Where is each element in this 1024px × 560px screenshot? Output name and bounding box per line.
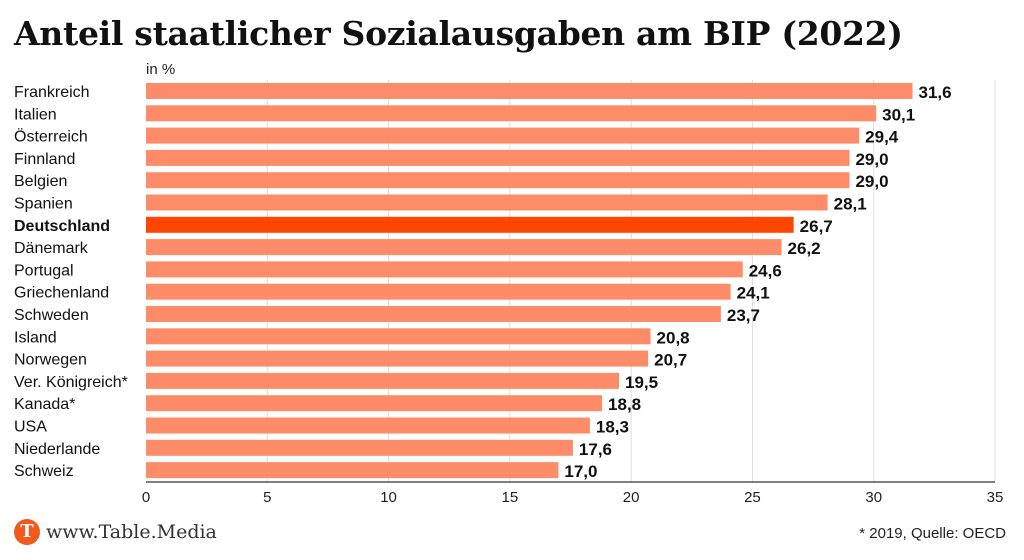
category-label: Portugal [14,262,74,279]
x-tick-label: 25 [744,489,761,506]
x-tick-label: 5 [263,489,271,506]
category-label: Schweden [14,307,89,324]
bar [146,261,743,278]
bar [146,306,721,322]
data-label: 19,5 [625,373,658,392]
category-label: Island [14,329,57,346]
bar [146,83,913,99]
x-tick-label: 10 [380,489,397,506]
data-label: 31,6 [919,83,952,102]
data-label: 20,7 [654,351,687,370]
bar [146,194,828,211]
category-label: Dänemark [14,240,89,257]
data-label: 18,8 [608,395,641,414]
bar [146,172,850,189]
category-label: Niederlande [14,441,100,458]
x-tick-label: 15 [502,489,519,506]
category-label: Griechenland [14,285,109,302]
data-label: 29,0 [855,150,888,169]
data-label: 30,1 [882,105,915,124]
unit-label: in % [146,61,176,78]
x-tick-label: 20 [623,489,640,506]
bar [146,350,649,367]
bar [146,149,850,166]
category-label: USA [14,419,47,436]
bar [146,127,860,144]
bar [146,395,603,412]
category-label: Kanada* [14,396,75,413]
x-tick-label: 35 [987,489,1004,506]
data-label: 18,3 [596,418,629,437]
data-label: 24,1 [737,284,770,303]
bar [146,283,731,300]
data-label: 26,7 [800,217,833,236]
category-label: Ver. Königreich* [14,374,128,391]
data-label: 17,0 [564,462,597,481]
chart-title: Anteil staatlicher Sozialausgaben am BIP… [14,14,903,53]
category-label: Frankreich [14,84,90,101]
x-tick-label: 30 [865,489,882,506]
category-label: Spanien [14,196,73,213]
bar [146,439,573,456]
bar [146,328,651,345]
data-label: 28,1 [834,195,867,214]
data-label: 26,2 [788,239,821,258]
bar [146,417,590,434]
bar-chart: Frankreich 31,6 Italien 30,1 Österreich 29,4 F… [14,80,1004,506]
logo-text: www.Table.Media [46,521,217,543]
category-label: Italien [14,106,57,123]
category-label: Finnland [14,151,75,168]
data-label: 17,6 [579,440,612,459]
source-footnote: * 2019, Quelle: OECD [859,525,1006,542]
data-label: 29,4 [865,128,899,147]
bar [146,216,794,233]
data-label: 24,6 [749,261,782,280]
category-label: Deutschland [14,218,110,235]
category-label: Österreich [14,128,88,146]
category-label: Norwegen [14,352,87,369]
category-label: Belgien [14,173,67,190]
data-label: 20,8 [657,328,690,347]
data-label: 29,0 [855,172,888,191]
bar [146,462,559,479]
data-label: 23,7 [727,306,760,325]
table-media-logo: T www.Table.Media [14,519,217,545]
logo-t-icon: T [14,519,40,545]
category-label: Schweiz [14,463,74,480]
bar [146,105,877,122]
bar [146,372,620,389]
x-tick-label: 0 [142,489,150,506]
bar [146,239,782,256]
